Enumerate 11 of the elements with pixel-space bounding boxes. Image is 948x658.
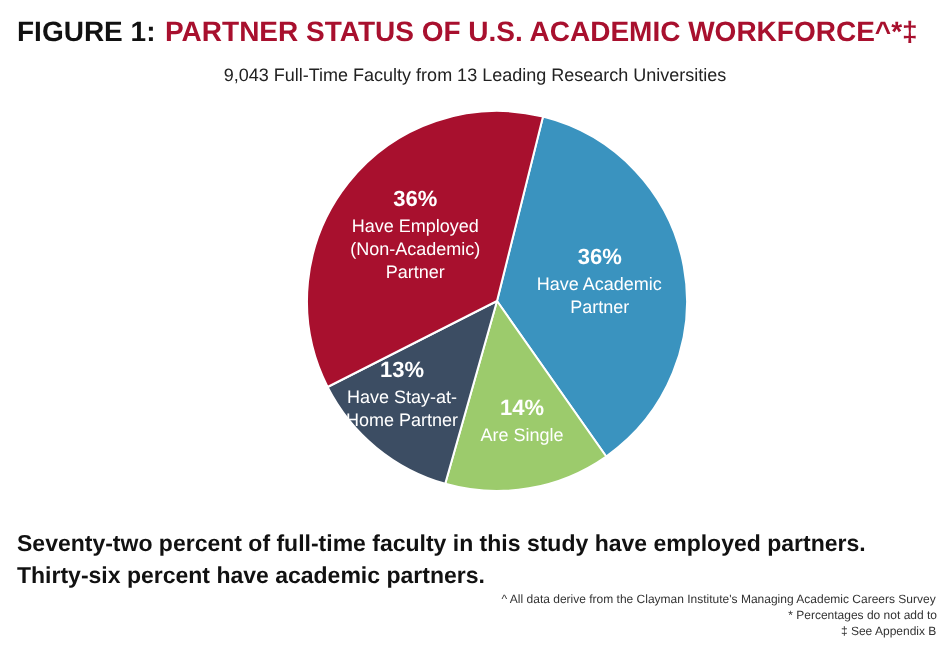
chart-title: FIGURE 1: PARTNER STATUS OF U.S. ACADEMIC WORKFORCE^*‡ bbox=[17, 15, 918, 47]
data-label: 13% bbox=[379, 358, 425, 383]
slice-label: Have Employed (Non-Academic) Partner bbox=[350, 215, 481, 282]
data-label: 14% bbox=[500, 396, 545, 421]
data-label: 36% bbox=[393, 187, 438, 212]
data-label: 36% bbox=[577, 245, 623, 270]
slice-label: Are Single bbox=[480, 424, 564, 445]
text: Thirty-six percent have academic partners. bbox=[17, 565, 485, 589]
slice-label: Have Academic Partner bbox=[536, 273, 663, 317]
chart-subtitle: 9,043 Full-Time Faculty from 13 Leading Research Universities bbox=[223, 65, 728, 85]
text: Seventy-two percent of full-time faculty in this study have employed partners. bbox=[17, 533, 866, 557]
